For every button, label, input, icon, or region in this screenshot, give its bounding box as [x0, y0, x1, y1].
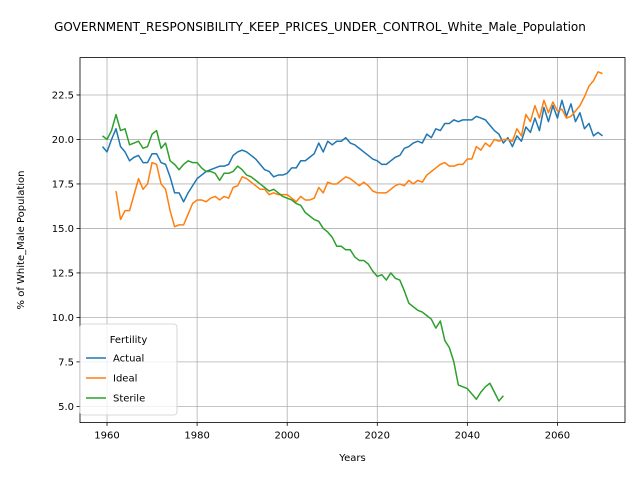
- legend: Fertility Actual Ideal Sterile: [79, 323, 178, 416]
- legend-label-actual: Actual: [113, 354, 144, 365]
- y-tick-label: 7.5: [58, 357, 74, 368]
- y-tick-label: 15.0: [52, 224, 74, 235]
- x-tick-label: 1960: [94, 430, 119, 441]
- legend-box: [79, 323, 178, 416]
- legend-label-ideal: Ideal: [113, 374, 137, 385]
- legend-title: Fertility: [110, 335, 148, 346]
- y-axis-label: % of White_Male Population: [16, 171, 27, 310]
- y-axis-ticks: 5.0 7.5 10.0 12.5 15.0 17.5 20.0 22.5: [52, 90, 80, 413]
- x-tick-label: 1980: [184, 430, 209, 441]
- y-tick-label: 22.5: [52, 90, 74, 101]
- x-tick-label: 2020: [365, 430, 390, 441]
- y-tick-label: 17.5: [52, 179, 74, 190]
- chart-title: GOVERNMENT_RESPONSIBILITY_KEEP_PRICES_UN…: [54, 20, 586, 34]
- x-tick-label: 2060: [545, 430, 570, 441]
- x-tick-label: 2000: [274, 430, 299, 441]
- series-line-actual: [101, 99, 603, 203]
- y-tick-label: 5.0: [58, 402, 74, 413]
- y-tick-label: 10.0: [52, 313, 74, 324]
- series-line-sterile: [102, 113, 504, 402]
- legend-label-sterile: Sterile: [113, 394, 145, 405]
- y-tick-label: 20.0: [52, 135, 74, 146]
- x-axis-ticks: 1960 1980 2000 2020 2040 2060: [94, 422, 570, 441]
- series-line-ideal: [115, 71, 603, 228]
- x-axis-label: Years: [338, 453, 365, 464]
- y-tick-label: 12.5: [52, 268, 74, 279]
- legend-items: Actual Ideal Sterile: [86, 354, 145, 405]
- series-lines: [101, 71, 603, 402]
- x-tick-label: 2040: [455, 430, 480, 441]
- plot-area-frame: [79, 57, 626, 423]
